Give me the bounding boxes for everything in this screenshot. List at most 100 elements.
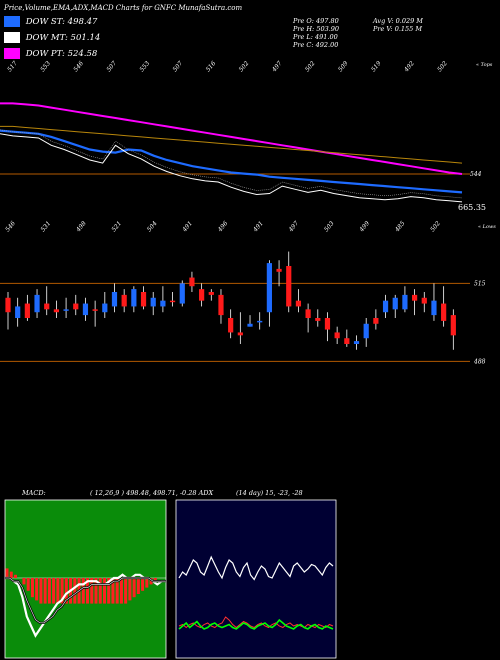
macd-hist-35 — [153, 578, 157, 582]
macd-hist-31 — [136, 578, 140, 594]
candle-body-10 — [102, 303, 108, 313]
macd-hist-2 — [13, 574, 18, 578]
adx-line-adx_red — [178, 616, 334, 629]
candle-body-19 — [189, 277, 195, 287]
stat-pre-volume: Pre V: 0.155 M — [373, 25, 423, 33]
candle-body-16 — [160, 300, 166, 307]
top-label-6: 516 — [205, 60, 218, 73]
adx-panel — [175, 499, 337, 659]
candle-body-32 — [315, 318, 321, 321]
legend-label-pt: DOW PT: 524.58 — [25, 49, 98, 59]
legend-label-mt: DOW MT: 501.14 — [25, 33, 101, 43]
candle-body-15 — [150, 297, 156, 307]
candle-body-12 — [121, 294, 127, 307]
bottom-label-9: 503 — [323, 220, 336, 233]
legend-dow-st: DOW ST: 498.47 — [4, 16, 97, 27]
macd-hist-16 — [73, 578, 77, 604]
top-label-8: 497 — [270, 60, 283, 74]
macd-hist-28 — [124, 578, 128, 604]
macd-hist-19 — [86, 578, 90, 604]
stat-avg-volume: Avg V: 0.029 M — [373, 17, 423, 25]
bottom-label-2: 498 — [74, 220, 87, 234]
bottom-label-10: 499 — [358, 220, 371, 234]
candle-body-8 — [82, 303, 89, 316]
bottom-label-5: 491 — [181, 220, 194, 234]
top-label-11: 519 — [370, 60, 383, 73]
top-label-5: 507 — [172, 60, 185, 73]
candle-body-28 — [276, 268, 282, 272]
macd-hist-14 — [64, 578, 68, 604]
candle-body-41 — [402, 294, 408, 310]
legend-dow-mt: DOW MT: 501.14 — [4, 32, 100, 43]
macd-hist-0 — [5, 568, 9, 578]
candle-body-20 — [199, 289, 205, 301]
bottom-label-3: 521 — [110, 220, 123, 233]
legend-swatch-pt — [4, 48, 20, 59]
candle-body-1 — [15, 306, 21, 318]
macd-hist-5 — [26, 578, 30, 591]
candle-body-7 — [73, 303, 79, 310]
candle-body-36 — [353, 341, 360, 344]
macd-line-macd — [5, 574, 166, 637]
candle-body-27 — [266, 263, 272, 313]
candle-body-38 — [373, 318, 379, 324]
ema-dotted-series — [0, 129, 463, 199]
candle-body-46 — [450, 315, 456, 336]
macd-hist-13 — [60, 578, 64, 604]
stat-pre-close: Pre C: 492.00 — [293, 41, 339, 49]
macd-hist-22 — [98, 578, 102, 604]
macd-hist-20 — [90, 578, 94, 604]
macd-hist-26 — [115, 578, 119, 604]
candle-body-40 — [392, 297, 398, 310]
legend-swatch-st — [4, 16, 20, 27]
legend-swatch-mt — [4, 32, 20, 43]
candle-body-34 — [334, 332, 340, 339]
candle-body-42 — [411, 294, 418, 301]
macd-hist-9 — [43, 578, 47, 604]
top-label-0: 517 — [6, 60, 19, 73]
top-label-12: 492 — [402, 60, 415, 74]
candle-body-4 — [44, 303, 50, 310]
legend-label-st: DOW ST: 498.47 — [25, 17, 98, 27]
stat-pre-open: Pre O: 497.80 — [293, 17, 339, 25]
ema-right-label-1: 665.35 — [458, 203, 486, 212]
legend-dow-pt: DOW PT: 524.58 — [4, 48, 97, 59]
macd-hist-25 — [111, 578, 115, 604]
candle-body-17 — [169, 300, 176, 303]
top-label-4: 553 — [138, 60, 151, 73]
candle-right-label-1: 488 — [473, 358, 486, 365]
top-label-10: 509 — [337, 60, 350, 73]
candle-body-18 — [179, 283, 185, 304]
lows-label: « Lows — [478, 224, 496, 230]
ema-right-label-0: 544 — [470, 171, 482, 178]
adx-line-adx_white — [178, 555, 334, 581]
candle-body-2 — [24, 303, 30, 318]
macd-hist-21 — [94, 578, 98, 604]
top-label-13: 502 — [436, 60, 449, 73]
ema-series-2 — [0, 129, 463, 194]
bottom-label-4: 504 — [146, 220, 159, 233]
top-label-7: 502 — [238, 60, 251, 73]
macd-hist-1 — [9, 571, 13, 578]
macd-hist-8 — [39, 578, 43, 604]
macd-hist-24 — [107, 578, 111, 604]
candle-body-5 — [53, 309, 60, 313]
candle-body-23 — [228, 318, 234, 333]
candle-body-3 — [34, 294, 40, 313]
macd-hist-30 — [132, 578, 136, 598]
candle-body-43 — [421, 297, 427, 304]
tops-label: « Tops — [476, 62, 493, 68]
candle-body-14 — [140, 292, 147, 307]
macd-hist-6 — [30, 578, 34, 598]
candle-body-37 — [363, 323, 369, 339]
macd-hist-11 — [52, 578, 56, 604]
bottom-label-0: 546 — [4, 220, 17, 233]
candle-body-44 — [431, 300, 437, 316]
bottom-label-8: 497 — [287, 220, 300, 234]
candle-body-0 — [5, 297, 11, 313]
bottom-label-12: 502 — [429, 220, 442, 233]
candle-body-21 — [208, 292, 214, 295]
top-label-9: 502 — [304, 60, 317, 73]
macd-line-signal — [5, 577, 166, 624]
